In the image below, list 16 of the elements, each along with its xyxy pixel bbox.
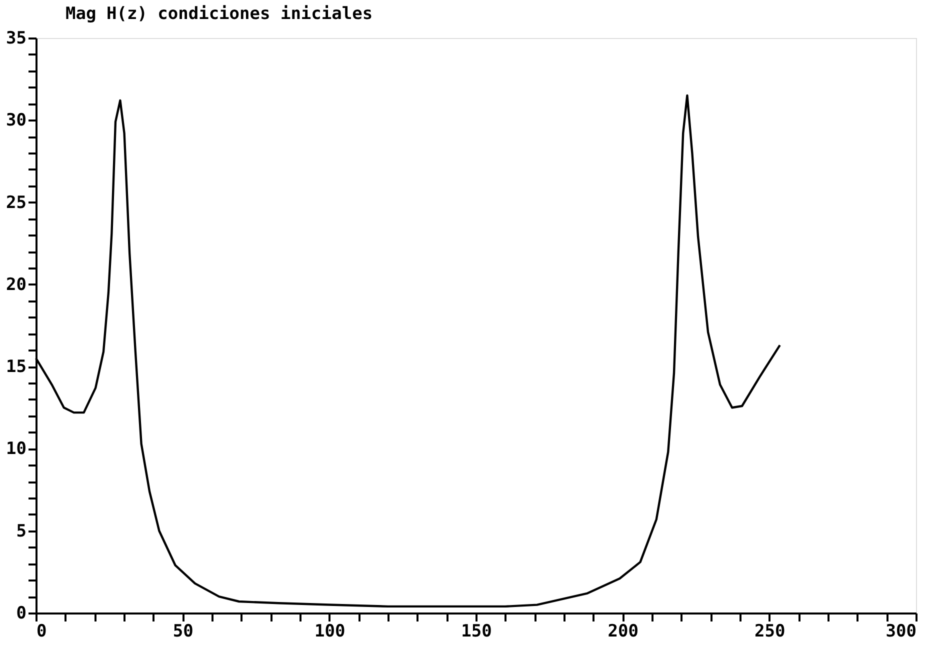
y-tick-label: 25 xyxy=(6,192,26,213)
y-tick-label: 5 xyxy=(16,521,26,542)
chart-title: Mag H(z) condiciones iniciales xyxy=(66,4,373,24)
x-tick-label: 50 xyxy=(172,622,194,642)
x-tick-label: 200 xyxy=(608,622,639,642)
x-tick-label: 150 xyxy=(461,622,492,642)
y-tick-label: 10 xyxy=(6,439,26,460)
x-tick-label: 100 xyxy=(314,622,346,642)
y-tick-label: 30 xyxy=(6,110,26,131)
x-tick-label: 0 xyxy=(36,622,47,642)
y-tick-label: 20 xyxy=(6,274,26,295)
x-tick-label: 300 xyxy=(886,622,916,642)
x-tick-label: 250 xyxy=(754,622,786,642)
y-tick-label: 35 xyxy=(6,28,26,48)
y-tick-label: 15 xyxy=(6,357,26,378)
y-tick-label: 0 xyxy=(16,604,26,624)
